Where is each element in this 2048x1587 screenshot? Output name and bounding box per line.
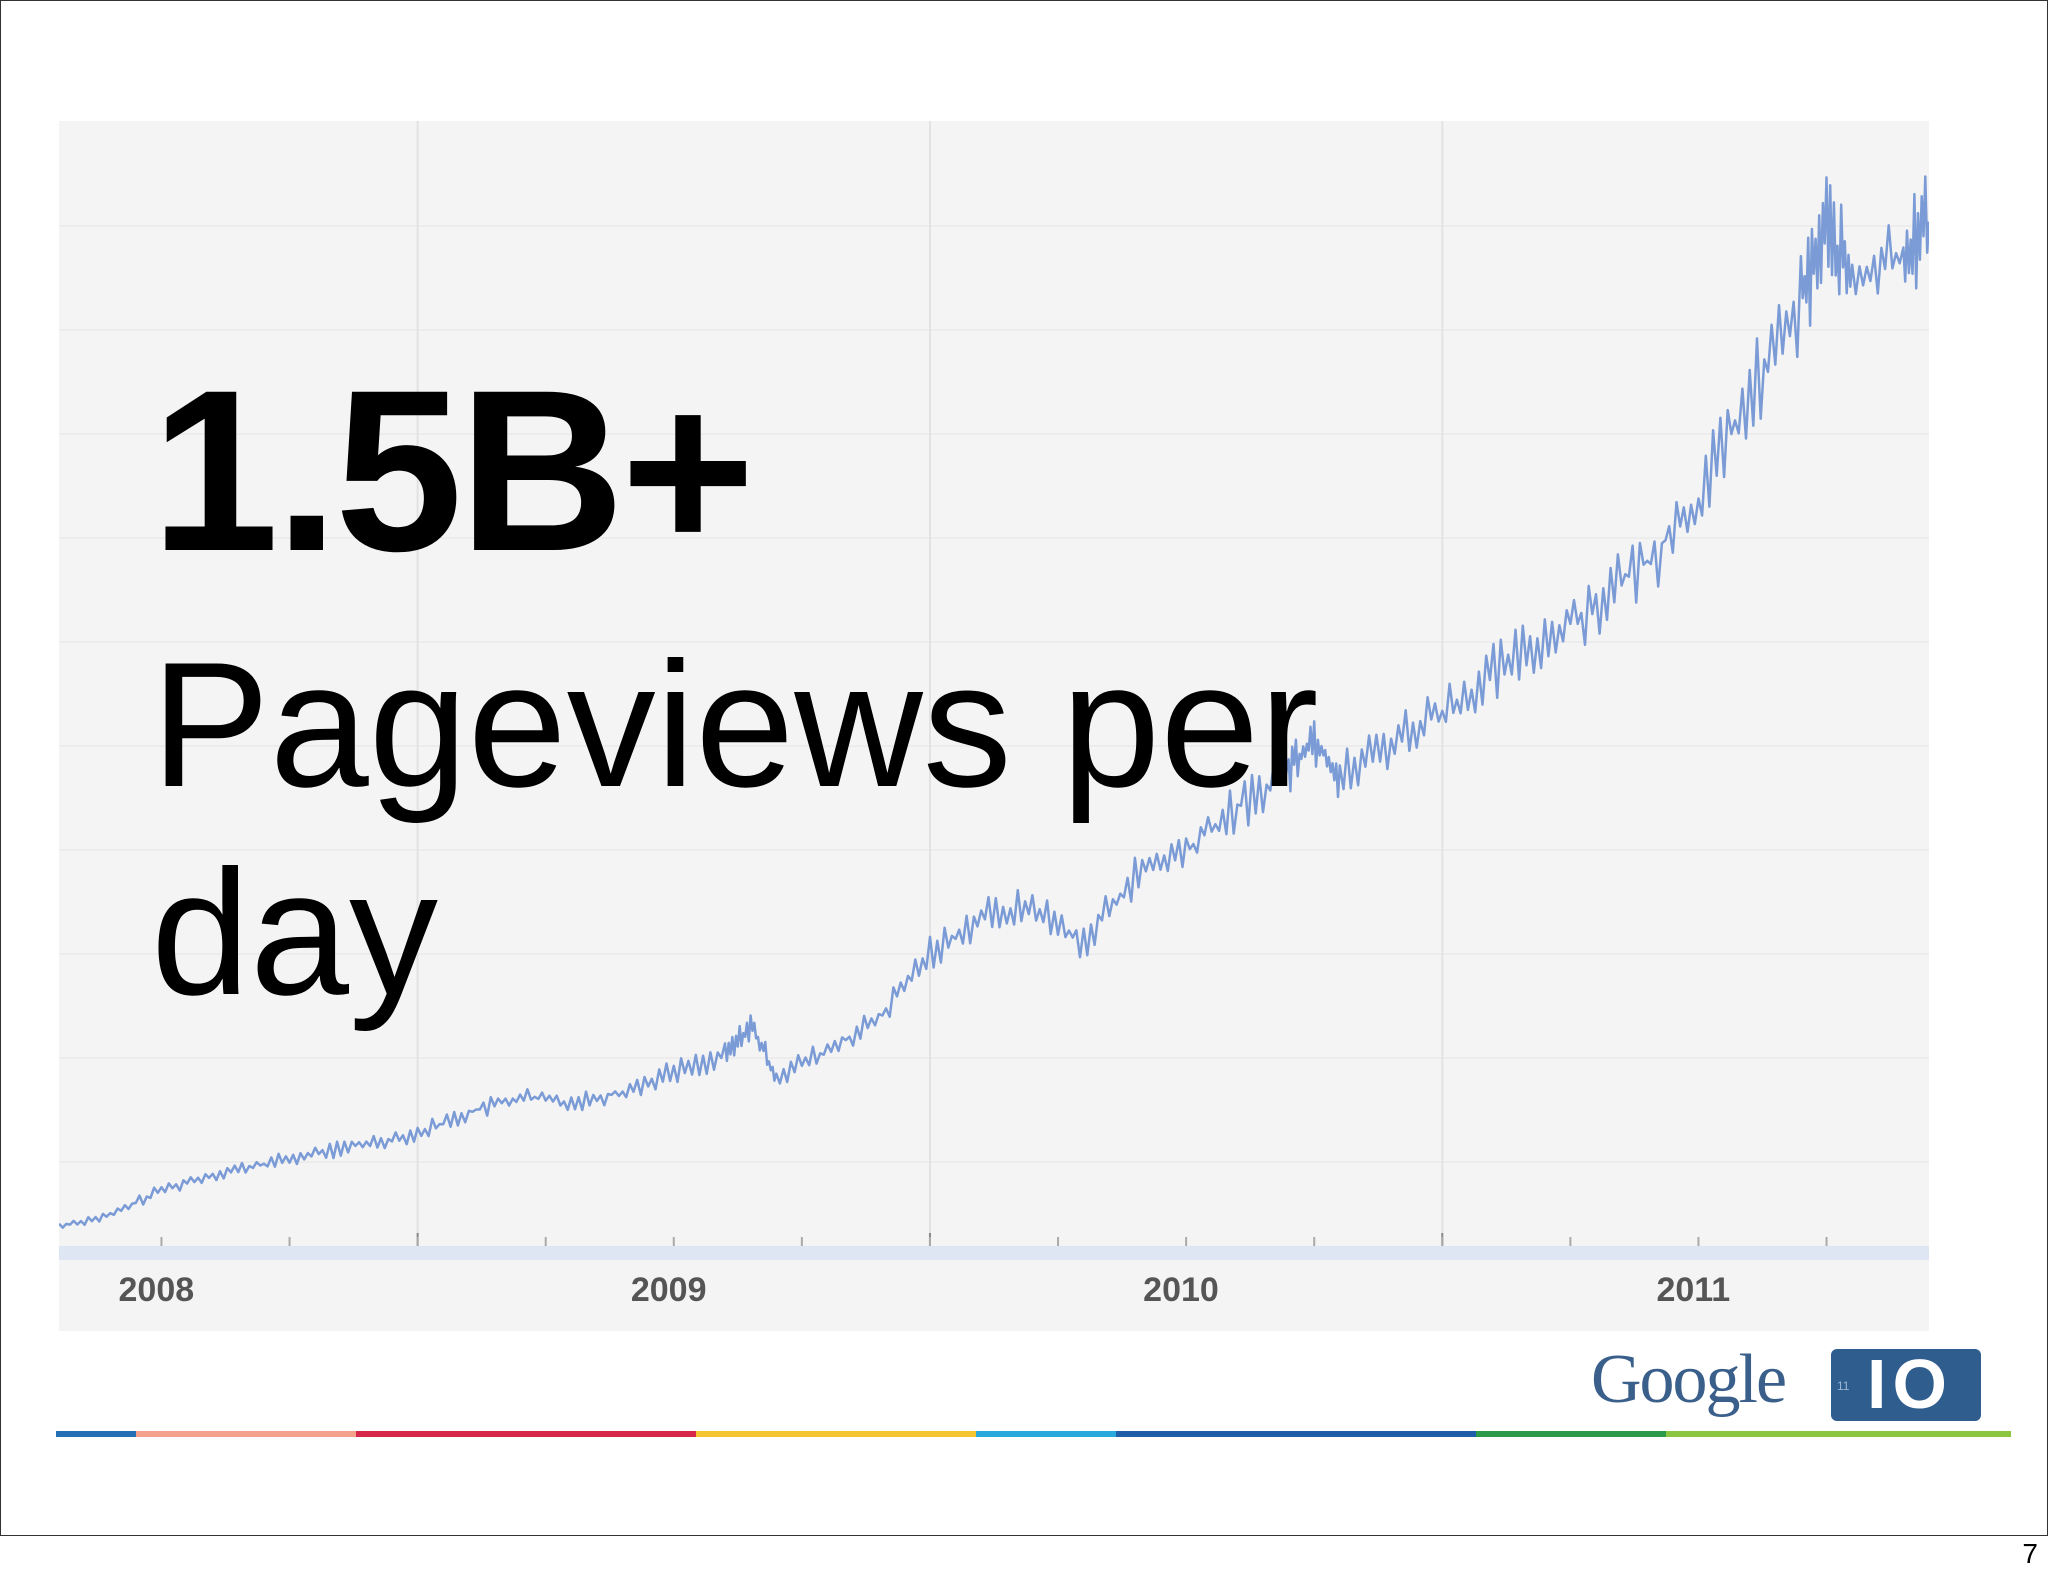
pageviews-chart: 2008 2009 2010 2011 (59, 121, 1929, 1331)
footer-stripe-segment (696, 1431, 836, 1437)
horizontal-gridlines (59, 225, 1929, 1163)
headline-number: 1.5B+ (151, 342, 755, 599)
headline-caption-line-2: day (151, 833, 438, 1033)
chart-canvas: 2008 2009 2010 2011 (59, 121, 1929, 1309)
io-badge-year: 11 (1837, 1379, 1850, 1393)
footer-stripe-segment (56, 1431, 136, 1437)
footer-stripe-segment (836, 1431, 976, 1437)
x-axis-band (59, 1246, 1929, 1260)
x-axis-tick-labels: 2008 2009 2010 2011 (119, 1271, 1731, 1309)
headline-caption: Pageviews per day (151, 621, 1319, 1038)
footer-stripe-segment (1476, 1431, 1666, 1437)
series-line-pageviews (59, 175, 1929, 1229)
x-tick-label: 2010 (1143, 1271, 1219, 1309)
x-axis-minor-ticks (160, 1233, 1828, 1246)
google-wordmark: Google (1591, 1341, 1787, 1418)
page-number: 7 (2022, 1538, 2038, 1569)
io-badge-text: IO (1867, 1345, 1953, 1423)
slide: 2008 2009 2010 2011 1.5B+ Pageviews per day… (0, 0, 2048, 1536)
footer-stripe-segment (136, 1431, 356, 1437)
x-tick-label: 2008 (119, 1271, 195, 1309)
footer-color-stripe (56, 1431, 2011, 1437)
google-io-logo: Google 11 IO (1591, 1341, 1991, 1431)
io-badge: 11 IO (1831, 1349, 1981, 1421)
x-tick-label: 2009 (631, 1271, 707, 1309)
footer-stripe-segment (976, 1431, 1116, 1437)
footer-stripe-segment (356, 1431, 696, 1437)
footer-stripe-segment (1666, 1431, 2011, 1437)
headline-caption-line-1: Pageviews per (151, 625, 1319, 824)
footer-stripe-segment (1116, 1431, 1476, 1437)
vertical-gridlines (416, 121, 1444, 1246)
x-tick-label: 2011 (1656, 1271, 1730, 1309)
